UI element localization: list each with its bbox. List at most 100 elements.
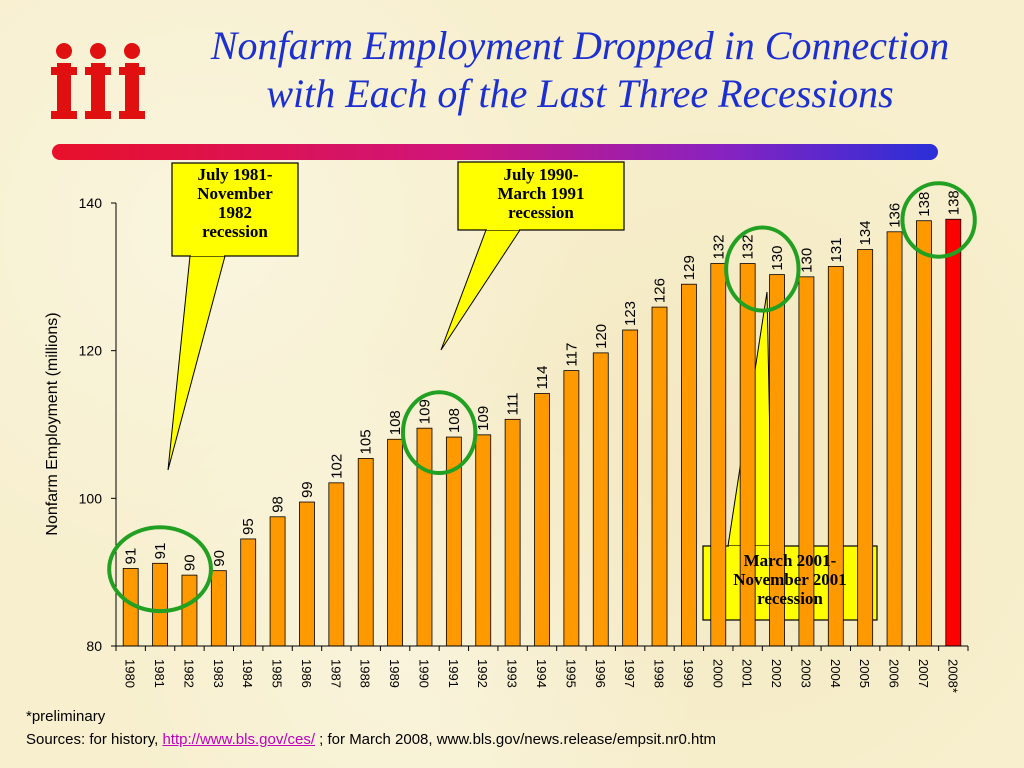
callout-box-3	[702, 545, 878, 621]
bar-value-label: 90	[211, 550, 228, 567]
callout-line: 1982	[218, 203, 252, 222]
title-line-2: with Each of the Last Three Recessions	[266, 71, 894, 116]
bar-1996	[592, 352, 609, 647]
bar-1988	[357, 458, 374, 647]
sources-line: Sources: for history, http://www.bls.gov…	[26, 731, 716, 748]
bar-1989	[387, 438, 404, 647]
page-title: Nonfarm Employment Dropped in Connection…	[150, 22, 1010, 118]
bar-value-label: 138	[945, 190, 962, 215]
x-tick-label: 2002	[769, 659, 784, 688]
bar-value-label: 108	[387, 410, 404, 435]
callout-line: recession	[202, 222, 268, 241]
x-tick-label: 1988	[358, 659, 373, 688]
bar-1993	[504, 418, 521, 647]
x-tick-label: 1995	[563, 659, 578, 688]
highlight-circle-1	[107, 525, 213, 614]
bar-value-label: 108	[446, 408, 463, 433]
bar-value-label: 138	[916, 192, 933, 217]
bar-value-label: 132	[740, 235, 757, 260]
callout-layer	[167, 161, 878, 621]
x-tick-label: 1984	[240, 659, 255, 688]
y-tick-label: 120	[79, 343, 103, 359]
x-tick-label: 1987	[328, 659, 343, 688]
decorative-gradient-rule	[52, 144, 938, 160]
x-tick-label: 1996	[593, 659, 608, 688]
bar-value-label: 105	[358, 429, 375, 454]
bar-value-label: 95	[240, 518, 257, 535]
title-line-1: Nonfarm Employment Dropped in Connection	[210, 23, 950, 68]
bar-2007	[916, 220, 932, 647]
circle-layer	[107, 181, 977, 614]
bar-1982	[181, 574, 198, 647]
bar-value-label: 99	[299, 481, 316, 498]
x-tick-label: 1993	[505, 659, 520, 688]
bar-2008*	[945, 218, 962, 647]
x-tick-label: 2003	[798, 659, 813, 688]
callout-box-2	[457, 161, 625, 231]
axes-layer: 80 100 120 140 1980 1981 1982 1983 1984 1985 1986 1…	[44, 195, 969, 693]
bar-value-label: 129	[681, 255, 698, 280]
bar-1990	[416, 427, 433, 647]
callout-pointer-2	[440, 229, 521, 351]
bar-1987	[328, 482, 345, 647]
bar-value-label: 90	[181, 554, 198, 571]
bar-1994	[534, 393, 550, 647]
x-tick-label: 2005	[857, 659, 872, 688]
callout-recession-2001: March 2001- November 2001 recession	[702, 551, 878, 608]
callout-line: March 2001-	[743, 551, 837, 570]
bar-value-label: 132	[710, 235, 727, 260]
y-tick-label: 100	[79, 490, 103, 506]
y-tick-label: 140	[79, 195, 103, 211]
bar-1984	[240, 538, 257, 647]
employment-bar-chart: 91 91 90 90 95 98 99 102 105 108 109 108 109 111 114 11…	[44, 144, 977, 693]
bar-value-label: 120	[593, 324, 610, 349]
bar-1992	[475, 434, 492, 647]
x-tick-label: 1985	[270, 659, 285, 688]
bls-ces-link[interactable]: http://www.bls.gov/ces/	[162, 731, 316, 748]
callout-line: March 1991	[497, 184, 585, 203]
bar-value-label: 126	[652, 278, 669, 303]
highlight-circle-4	[900, 181, 977, 259]
bar-value-label: 117	[563, 343, 580, 367]
iii-logo	[50, 40, 150, 137]
bar-value-label: 136	[887, 203, 904, 228]
x-tick-label: 1997	[622, 659, 637, 688]
bar-1998	[651, 306, 668, 647]
x-tick-label: 1999	[681, 659, 696, 688]
bars-layer: 91 91 90 90 95 98 99 102 105 108 109 108 109 111 114 11…	[123, 190, 962, 647]
sources-suffix: ; for March 2008, www.bls.gov/news.relea…	[315, 731, 717, 748]
callout-line: July 1990-	[503, 165, 579, 184]
x-tick-label: 2006	[887, 659, 902, 688]
x-tick-label: 1990	[416, 659, 431, 688]
callout-line: November	[197, 184, 273, 203]
x-tick-label: 1992	[475, 659, 490, 688]
bar-value-label: 130	[769, 246, 786, 271]
bar-value-label: 130	[798, 248, 815, 273]
bar-1986	[299, 501, 315, 647]
callout-recession-1981: July 1981- November 1982 recession	[170, 165, 300, 241]
callout-line: November 2001	[733, 570, 847, 589]
bar-1999	[680, 283, 697, 647]
callout-line: July 1981-	[197, 165, 273, 184]
x-tick-label: 1981	[152, 659, 167, 688]
sources-prefix: Sources: for history,	[26, 731, 163, 748]
bar-value-label: 102	[328, 454, 345, 479]
bar-value-label: 91	[123, 548, 140, 565]
bar-value-label: 91	[152, 543, 169, 560]
bar-1995	[563, 370, 580, 647]
y-tick-label: 80	[86, 638, 102, 654]
x-tick-label: 2007	[916, 659, 931, 688]
callout-line: recession	[508, 203, 574, 222]
bar-value-label: 109	[416, 399, 433, 424]
footnote: *preliminary	[26, 708, 106, 725]
x-tick-label: 1982	[181, 659, 196, 688]
callout-line: recession	[757, 589, 823, 608]
bar-2006	[886, 231, 903, 647]
bar-value-label: 111	[505, 393, 522, 416]
callout-recession-1990: July 1990- March 1991 recession	[460, 165, 622, 222]
highlight-circle-2	[400, 390, 478, 476]
bar-1997	[622, 329, 639, 647]
x-tick-label: 2000	[710, 659, 725, 688]
bar-value-label: 131	[828, 237, 845, 262]
highlight-circle-3	[724, 225, 801, 313]
